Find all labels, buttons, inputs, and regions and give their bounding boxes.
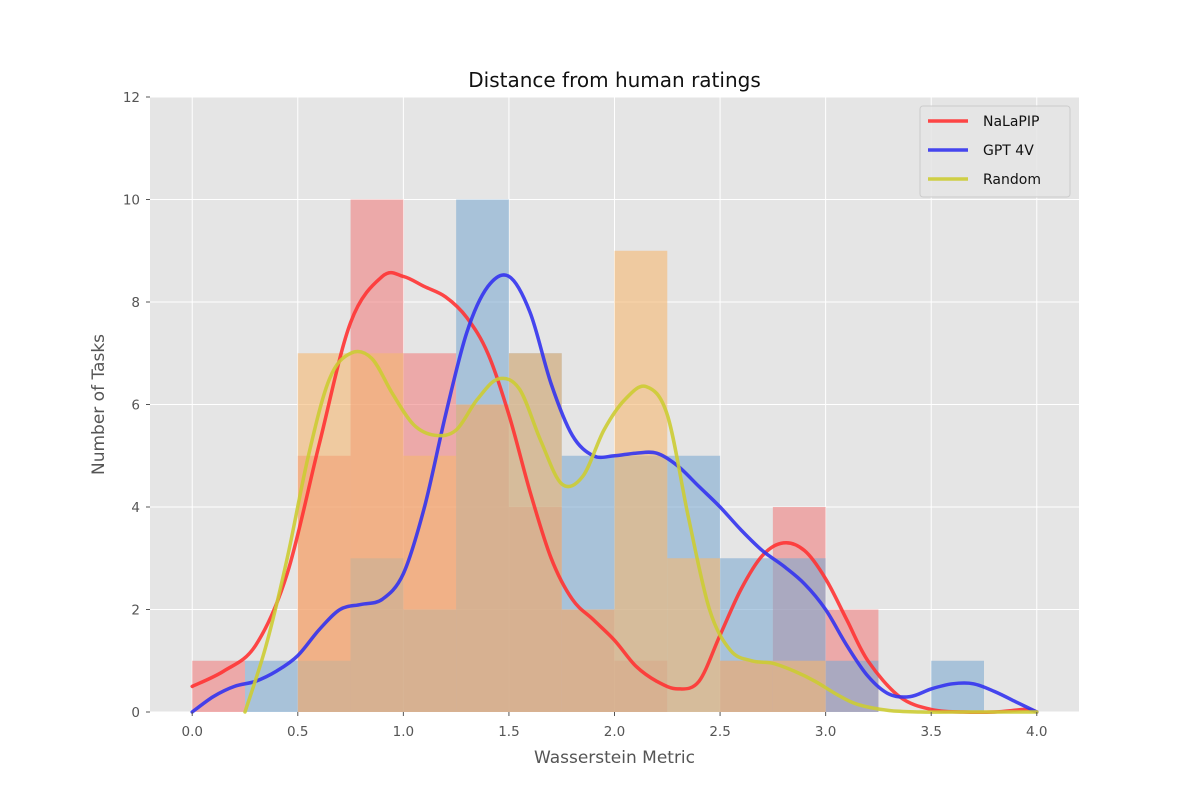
kde-line-random bbox=[243, 349, 1039, 714]
kde-line-gpt-4v bbox=[190, 273, 1039, 714]
hist-bar-random bbox=[508, 353, 562, 712]
hist-bar-random bbox=[403, 455, 457, 712]
x-tick-label: 2.5 bbox=[709, 724, 730, 740]
hist-bar-random bbox=[772, 660, 826, 712]
x-tick-label: 4.0 bbox=[1026, 724, 1047, 740]
legend-label-nalapip: NaLaPIP bbox=[983, 114, 1039, 130]
x-axis-label: Wasserstein Metric bbox=[534, 748, 695, 768]
x-tick-label: 1.5 bbox=[498, 724, 519, 740]
legend: NaLaPIP GPT 4V Random bbox=[919, 105, 1071, 198]
x-tick-label: 2.0 bbox=[604, 724, 625, 740]
y-tick-label: 4 bbox=[131, 500, 140, 516]
x-tick-label: 3.0 bbox=[815, 724, 836, 740]
axis-ticks: 0.0 0.5 1.0 1.5 2.0 2.5 3.0 3.5 4.0 0 2 4 6 8 10 12 bbox=[123, 90, 1048, 740]
x-tick-label: 3.5 bbox=[920, 724, 941, 740]
hist-bar-random bbox=[720, 660, 773, 712]
hist-bar-random bbox=[614, 250, 668, 712]
kde-line-nalapip bbox=[190, 270, 1039, 715]
y-tick-label: 8 bbox=[131, 295, 140, 311]
x-tick-label: 0.5 bbox=[287, 724, 308, 740]
hist-bar-random bbox=[561, 609, 615, 712]
y-tick-label: 2 bbox=[131, 603, 140, 619]
legend-label-gpt4v: GPT 4V bbox=[983, 143, 1034, 159]
y-axis-label: Number of Tasks bbox=[89, 334, 109, 475]
histogram-bars bbox=[192, 199, 984, 712]
kde-curves bbox=[190, 270, 1039, 715]
y-tick-label: 10 bbox=[123, 193, 140, 209]
hist-bar-random bbox=[456, 404, 509, 712]
legend-label-random: Random bbox=[983, 172, 1041, 188]
hist-bar-random bbox=[350, 353, 404, 712]
legend-box bbox=[919, 105, 1071, 198]
hist-bar-random bbox=[297, 353, 351, 712]
x-tick-label: 0.0 bbox=[181, 724, 202, 740]
y-tick-label: 12 bbox=[123, 90, 140, 106]
y-tick-label: 0 bbox=[131, 705, 140, 721]
hist-bar-gpt-4v bbox=[825, 660, 879, 712]
y-tick-label: 6 bbox=[131, 398, 140, 414]
chart-title: Distance from human ratings bbox=[468, 68, 761, 92]
x-tick-label: 1.0 bbox=[393, 724, 414, 740]
